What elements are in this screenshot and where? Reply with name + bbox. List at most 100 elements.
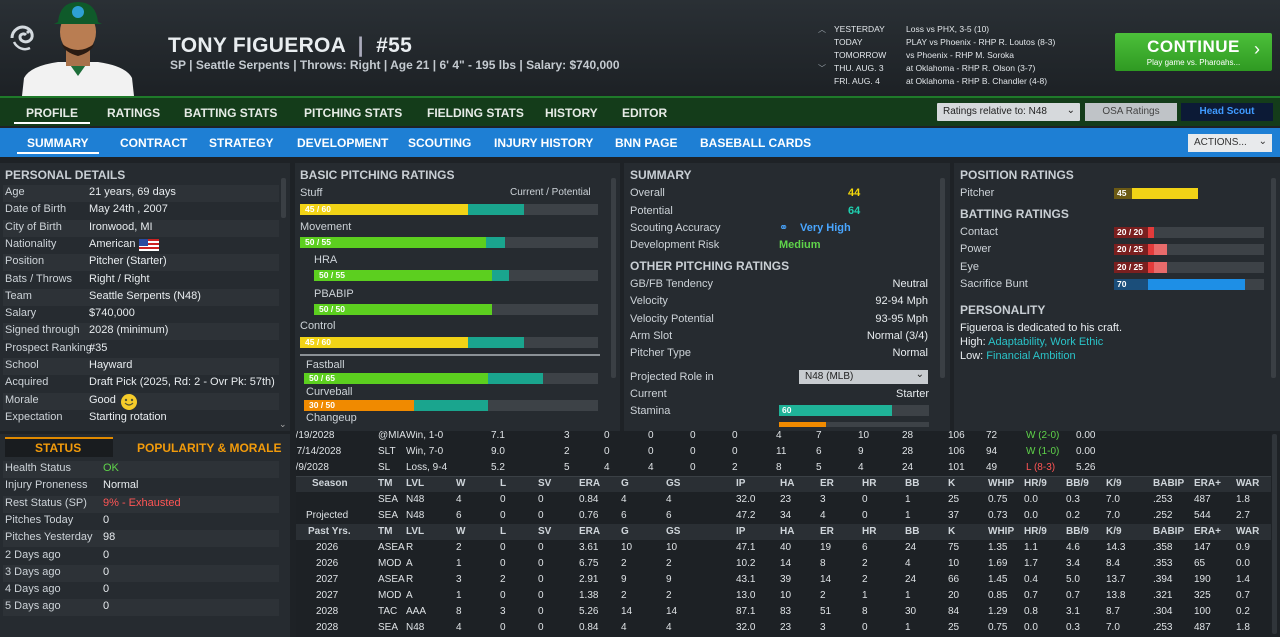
- chevron-down-icon[interactable]: ⌄: [279, 419, 287, 429]
- scrollbar[interactable]: [1271, 178, 1276, 378]
- schedule-row[interactable]: FRI. AUG. 4 at Oklahoma - RHP B. Chandler…: [834, 76, 1048, 86]
- schedule-row[interactable]: ︿ YESTERDAY Loss vs PHX, 3-5 (10): [818, 24, 990, 34]
- table-cell: 0.00: [1076, 431, 1096, 441]
- status-row: [3, 564, 279, 582]
- table-cell: 2027: [316, 574, 339, 585]
- tab-baseball-cards[interactable]: BASEBALL CARDS: [700, 136, 812, 150]
- schedule-row[interactable]: TODAY PLAY vs Phoenix - RHP R. Loutos (8-…: [834, 37, 1056, 47]
- tab-bnn-page[interactable]: BNN PAGE: [615, 136, 678, 150]
- detail-row: [3, 323, 279, 341]
- detail-row: [3, 392, 279, 410]
- continue-button[interactable]: CONTINUE Play game vs. Pharoahs... ›: [1115, 33, 1272, 71]
- chevron-down-icon[interactable]: ﹀: [818, 64, 826, 73]
- other-rating-value: Neutral: [892, 278, 928, 290]
- tab-editor[interactable]: EDITOR: [622, 106, 668, 120]
- status-label: Rest Status (SP): [5, 496, 87, 509]
- table-cell: 47.1: [736, 542, 756, 553]
- current-fill: [300, 237, 487, 248]
- scouting-accuracy-value: Very High: [800, 222, 851, 234]
- actions-dropdown[interactable]: ACTIONS... ⌄: [1188, 134, 1272, 152]
- table-cell: 4: [604, 462, 610, 473]
- detail-row: [3, 288, 279, 306]
- scrollbar[interactable]: [940, 178, 945, 378]
- table-cell: 94: [986, 446, 998, 457]
- hold-fill: [779, 422, 826, 427]
- scrollbar[interactable]: [611, 178, 616, 378]
- table-cell: 3: [564, 431, 570, 441]
- table-cell: 2027: [316, 590, 339, 601]
- table-cell: 1.8: [1236, 494, 1250, 505]
- chevron-down-icon: ⌄: [1258, 136, 1267, 147]
- table-cell: 3: [820, 494, 826, 505]
- table-cell: 0.3: [1066, 622, 1080, 633]
- tab-status[interactable]: [5, 437, 113, 457]
- status-value: 98: [103, 531, 116, 544]
- tab-pitching-stats[interactable]: PITCHING STATS: [304, 106, 403, 120]
- table-cell: 1.38: [579, 590, 599, 601]
- table-cell: 2028: [316, 622, 339, 633]
- tab-profile[interactable]: PROFILE: [14, 106, 91, 124]
- divider: [300, 354, 600, 356]
- table-cell: 8.7: [1106, 606, 1120, 617]
- other-rating-value: 92-94 Mph: [875, 295, 928, 308]
- status-row: [3, 530, 279, 548]
- chevron-up-icon[interactable]: ︿: [818, 25, 826, 34]
- table-cell: 4: [820, 510, 826, 521]
- table-cell: 106: [948, 446, 965, 457]
- tab-popularity-morale[interactable]: POPULARITY & MORALE: [137, 441, 282, 455]
- ratings-relative-select[interactable]: Ratings relative to: N48 ⌄: [937, 103, 1080, 121]
- table-cell: SEA: [378, 510, 399, 521]
- tab-strategy[interactable]: STRATEGY: [209, 136, 274, 150]
- tab-summary[interactable]: SUMMARY: [17, 136, 99, 154]
- tab-contract[interactable]: CONTRACT: [120, 136, 188, 150]
- table-cell: 8: [456, 606, 462, 617]
- schedule-row[interactable]: TOMORROW vs Phoenix - RHP M. Soroka: [834, 50, 1015, 60]
- schedule-row[interactable]: ﹀ THU. AUG. 3 at Oklahoma - RHP R. Olson (…: [818, 63, 1036, 73]
- table-cell: .321: [1153, 590, 1173, 601]
- rating-value: 45 / 60: [305, 337, 331, 347]
- detail-value[interactable]: Seattle Serpents (N48): [89, 289, 201, 302]
- table-cell: LVL: [406, 478, 425, 489]
- rating-value: 70: [1117, 278, 1127, 289]
- table-cell: 66: [948, 574, 960, 585]
- table-cell: BABIP: [1153, 526, 1185, 537]
- status-row: [3, 495, 279, 513]
- table-cell: L: [500, 478, 507, 489]
- control-label: Control: [300, 320, 336, 332]
- player-avatar: [22, 0, 134, 96]
- tab-development[interactable]: DEVELOPMENT: [297, 136, 389, 150]
- table-cell: 0: [604, 431, 610, 441]
- tab-fielding-stats[interactable]: FIELDING STATS: [427, 106, 524, 120]
- table-cell: SV: [538, 478, 552, 489]
- table-cell: WHIP: [988, 526, 1015, 537]
- tab-batting-stats[interactable]: BATTING STATS: [184, 106, 278, 120]
- tab-history[interactable]: HISTORY: [545, 106, 598, 120]
- us-flag-icon: [139, 238, 159, 254]
- scrollbar[interactable]: [281, 178, 286, 218]
- tab-injury-history[interactable]: INJURY HISTORY: [494, 136, 594, 150]
- binoculars-icon: ⚭: [779, 222, 789, 234]
- table-cell: @MIA: [378, 431, 406, 441]
- osa-ratings-button[interactable]: OSA Ratings: [1085, 103, 1177, 121]
- detail-value: Good: [89, 393, 116, 406]
- position-panel: [954, 163, 1280, 431]
- table-cell: 11: [776, 446, 787, 457]
- batting-ratings-title: BATTING RATINGS: [960, 207, 1069, 221]
- head-scout-button[interactable]: Head Scout: [1181, 103, 1273, 121]
- detail-value: #35: [89, 341, 108, 354]
- table-cell: .304: [1153, 606, 1173, 617]
- projected-role-select[interactable]: N48 (MLB) ⌄: [799, 369, 928, 384]
- table-cell: 0: [538, 590, 544, 601]
- table-cell: 8: [776, 462, 782, 473]
- table-cell: 0.0: [1236, 558, 1250, 569]
- scrollbar[interactable]: [1272, 434, 1277, 634]
- table-cell: 1.4: [1236, 574, 1250, 585]
- table-cell: A: [406, 590, 413, 601]
- rating-value: 20 / 25: [1117, 261, 1143, 272]
- detail-value[interactable]: Hayward: [89, 359, 133, 371]
- tab-ratings[interactable]: RATINGS: [107, 106, 161, 120]
- table-cell: 14: [621, 606, 633, 617]
- table-cell: 47.2: [736, 510, 756, 521]
- tab-scouting[interactable]: SCOUTING: [408, 136, 472, 150]
- player-info: SP | Seattle Serpents | Throws: Right | …: [170, 58, 620, 72]
